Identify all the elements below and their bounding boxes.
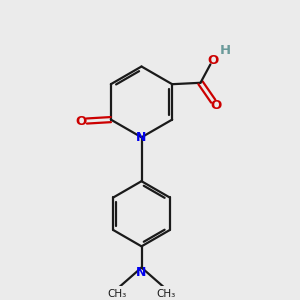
Text: O: O <box>75 115 86 128</box>
Text: CH₃: CH₃ <box>156 289 175 298</box>
Text: H: H <box>220 44 231 57</box>
Text: CH₃: CH₃ <box>108 289 127 298</box>
Text: N: N <box>136 266 147 279</box>
Text: O: O <box>207 55 218 68</box>
Text: O: O <box>210 99 222 112</box>
Text: N: N <box>136 131 147 144</box>
